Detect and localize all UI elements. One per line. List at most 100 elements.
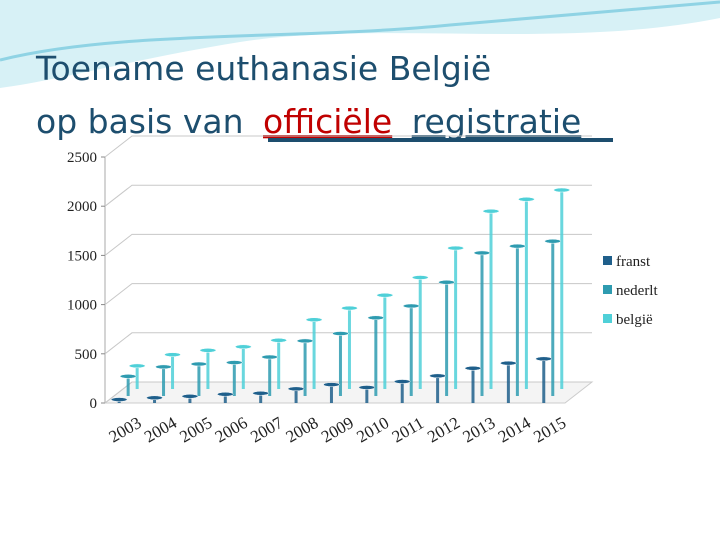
bar — [454, 248, 458, 389]
bar — [480, 252, 484, 396]
x-tick-label: 2014 — [495, 413, 534, 447]
title-underlined: registratie — [412, 102, 582, 141]
bar — [197, 364, 201, 396]
bar-cap — [190, 361, 208, 367]
grid-line — [104, 332, 592, 355]
bar — [162, 366, 166, 396]
y-tick-label: 2000 — [67, 199, 97, 215]
y-tick-label: 0 — [90, 396, 98, 412]
bar — [560, 190, 564, 389]
bar-cap — [226, 360, 243, 365]
x-tick-label: 2011 — [389, 413, 427, 446]
bar-cap — [518, 197, 535, 202]
legend-swatch — [603, 256, 612, 265]
x-tick-label: 2003 — [106, 413, 145, 446]
bar-cap — [323, 382, 340, 387]
bar — [223, 394, 227, 403]
bar — [259, 393, 263, 403]
title-highlight: officiële — [263, 102, 392, 141]
title-part: op basis van — [36, 102, 244, 141]
bar — [206, 350, 210, 389]
bar-cap — [155, 364, 172, 370]
legend-swatch — [603, 285, 612, 294]
x-tick-label: 2007 — [247, 413, 286, 447]
bar — [135, 365, 139, 389]
bar — [542, 358, 546, 403]
bar-cap — [367, 315, 385, 321]
bar — [303, 340, 307, 396]
bar-cap — [128, 363, 146, 369]
bar-cap — [199, 348, 217, 353]
grid-line — [104, 233, 592, 256]
title-line-1: Toename euthanasie België — [35, 49, 491, 88]
bar — [471, 368, 475, 403]
x-tick-label: 2004 — [141, 413, 180, 447]
bar — [153, 397, 157, 403]
y-tick-label: 500 — [75, 347, 98, 363]
bar — [436, 375, 440, 403]
bar — [171, 354, 175, 389]
bar-cap — [447, 245, 464, 251]
bar — [383, 295, 387, 389]
bar-cap — [217, 391, 234, 397]
bar — [268, 357, 272, 396]
bar — [365, 387, 369, 403]
bar-cap — [500, 360, 517, 366]
bar-cap — [358, 385, 376, 390]
bar — [241, 346, 245, 389]
bar — [126, 376, 130, 396]
y-tick-label: 1000 — [67, 298, 97, 314]
bar — [551, 241, 555, 396]
bar-cap — [110, 397, 128, 402]
bar-cap — [402, 303, 420, 309]
bar — [515, 246, 519, 396]
bar-cap — [287, 386, 305, 392]
bar-cap — [509, 243, 526, 249]
bar-cap — [305, 317, 323, 322]
bar — [506, 363, 510, 403]
bar — [338, 333, 342, 396]
bar-cap — [429, 373, 446, 379]
bar — [489, 211, 493, 389]
bar — [188, 396, 192, 403]
bar-cap — [252, 391, 269, 396]
bar-cap — [393, 379, 411, 384]
legend-label: belgië — [616, 312, 653, 328]
bar — [400, 381, 404, 403]
bar-cap — [544, 238, 562, 244]
bar-cap — [553, 187, 571, 193]
bar — [418, 277, 422, 389]
x-tick-label: 2009 — [318, 413, 357, 446]
y-tick-label: 1500 — [67, 248, 97, 264]
bar — [409, 305, 413, 396]
bar-cap — [296, 338, 314, 344]
x-tick-label: 2005 — [176, 413, 215, 446]
x-tick-label: 2006 — [212, 413, 251, 446]
bar-cap — [235, 344, 252, 350]
bar — [312, 319, 316, 389]
bar-cap — [181, 394, 199, 399]
title-rule — [268, 138, 613, 142]
x-tick-label: 2015 — [530, 413, 569, 446]
bar — [294, 388, 298, 403]
decor-line — [0, 0, 720, 62]
bar-cap — [146, 395, 163, 401]
bar-cap — [535, 356, 553, 362]
bar — [445, 282, 449, 396]
bar-cap — [332, 331, 349, 336]
bar-cap — [119, 374, 137, 379]
x-tick-label: 2012 — [424, 413, 463, 446]
grid-line — [104, 135, 592, 158]
x-tick-label: 2008 — [283, 413, 322, 446]
title-line-2: op basis van officiële registratie — [36, 102, 581, 141]
bar-cap — [270, 338, 287, 343]
legend-label: nederlt — [616, 283, 658, 299]
bar — [347, 308, 351, 389]
bar — [524, 199, 528, 389]
legend-swatch — [603, 314, 612, 323]
bar-cap — [164, 352, 181, 357]
bar-cap — [341, 305, 358, 311]
bar-cap — [473, 250, 491, 256]
bar-cap — [261, 354, 278, 360]
